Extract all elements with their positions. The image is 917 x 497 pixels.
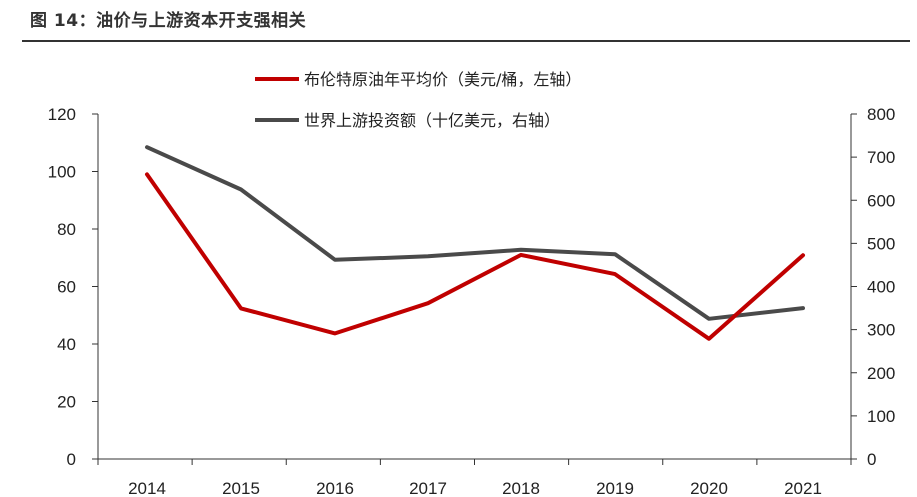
figure-title: 图 14：油价与上游资本开支强相关	[30, 11, 307, 31]
right-tick-label: 600	[867, 191, 895, 210]
left-tick-label: 120	[48, 105, 76, 124]
x-tick-label: 2019	[596, 479, 634, 497]
title-rule	[22, 40, 910, 42]
right-tick-label: 300	[867, 321, 895, 340]
x-tick-label: 2014	[128, 479, 166, 497]
x-tick-label: 2017	[409, 479, 447, 497]
right-tick-label: 800	[867, 105, 895, 124]
series-lines	[145, 145, 805, 341]
left-tick-label: 80	[57, 220, 76, 239]
right-tick-label: 500	[867, 234, 895, 253]
legend-brent-label: 布伦特原油年平均价（美元/桶，左轴）	[304, 70, 581, 89]
upstream-capex-line	[145, 145, 805, 321]
right-tick-label: 200	[867, 364, 895, 383]
x-axis-ticks: 2014 2015 2016 2017 2018 2019 2020 2021	[97, 459, 852, 497]
left-axis-ticks: 0 20 40 60 80 100 120	[48, 105, 98, 469]
left-tick-label: 100	[48, 163, 76, 182]
legend: 布伦特原油年平均价（美元/桶，左轴） 世界上游投资额（十亿美元，右轴）	[255, 70, 581, 130]
x-tick-label: 2020	[690, 479, 728, 497]
x-tick-label: 2015	[222, 479, 260, 497]
right-axis-ticks: 0 100 200 300 400 500 600 700 800	[851, 105, 895, 469]
left-tick-label: 0	[67, 450, 76, 469]
chart-axes	[97, 114, 852, 460]
right-tick-label: 700	[867, 148, 895, 167]
right-tick-label: 100	[867, 407, 895, 426]
left-tick-label: 20	[57, 393, 76, 412]
brent-price-line	[145, 172, 805, 341]
right-tick-label: 400	[867, 278, 895, 297]
legend-capex-label: 世界上游投资额（十亿美元，右轴）	[304, 111, 560, 130]
x-tick-label: 2018	[502, 479, 540, 497]
x-tick-label: 2016	[316, 479, 354, 497]
right-tick-label: 0	[867, 450, 876, 469]
x-tick-label: 2021	[784, 479, 822, 497]
left-tick-label: 40	[57, 335, 76, 354]
left-tick-label: 60	[57, 278, 76, 297]
